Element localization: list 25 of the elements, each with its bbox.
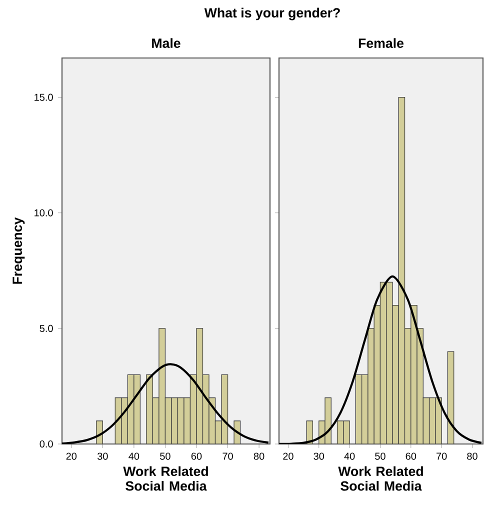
x-tick-label: 80: [254, 452, 264, 460]
y-tick-label: 10.0: [34, 209, 53, 216]
x-tick-label: 60: [191, 452, 202, 460]
chart-subtitle: Female: [358, 38, 404, 48]
x-tick-label: 50: [375, 452, 386, 460]
x-tick-label: 20: [283, 452, 294, 460]
y-axis-title: Frequency: [12, 217, 25, 284]
x-tick-label: 70: [222, 452, 233, 460]
y-tick-label: 5.0: [40, 324, 53, 332]
x-tick-label: 30: [314, 452, 324, 460]
line-series: [62, 363, 270, 444]
x-tick-label: 50: [160, 452, 170, 460]
x-tick-label: 60: [406, 452, 416, 460]
x-tick-label: 40: [344, 452, 355, 460]
x-tick-label: 30: [97, 452, 108, 460]
x-tick-label: 40: [128, 452, 140, 460]
x-tick-label: 20: [66, 452, 77, 460]
y-tick-label: 15.0: [34, 94, 53, 101]
x-tick-label: 80: [467, 452, 478, 460]
chart-subtitle: Male: [152, 38, 180, 48]
chart-title: What is your gender?: [204, 8, 340, 20]
x-axis-title: Work Related Social Media: [123, 466, 208, 491]
x-axis-title: Work Related Social Media: [338, 466, 423, 491]
y-tick-label: 0.0: [40, 440, 53, 448]
x-tick-label: 70: [436, 452, 447, 460]
